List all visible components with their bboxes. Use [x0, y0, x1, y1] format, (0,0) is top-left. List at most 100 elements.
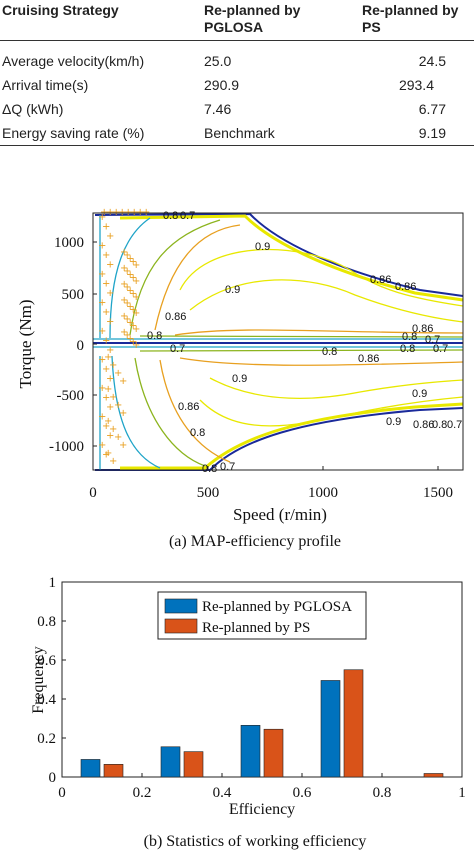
contour-label: 0.9	[232, 373, 247, 385]
y-tick-label: 1	[49, 575, 57, 591]
operating-point-marker: +	[98, 326, 106, 337]
contour-line-yellow-outer	[119, 214, 464, 302]
y-tick-label: 0.4	[37, 692, 56, 708]
contour-line-zero-green-2	[139, 349, 464, 352]
bar-pglosa	[320, 680, 341, 778]
bar-pglosa	[160, 746, 181, 778]
operating-point-marker: +	[126, 285, 134, 296]
operating-point-marker: +	[106, 402, 114, 413]
operating-point-marker: +	[98, 383, 106, 394]
contour-label: 0.9	[412, 388, 427, 400]
operating-point-marker: +	[129, 337, 137, 348]
operating-point-marker: +	[98, 241, 106, 252]
table-cell: 293.4	[398, 77, 434, 93]
y-tick-label: 0	[77, 338, 85, 354]
operating-point-marker: +	[120, 311, 128, 322]
contour-label: 0.8	[163, 210, 178, 222]
operating-point-marker: +	[132, 276, 140, 287]
operating-point-marker: +	[119, 376, 127, 387]
contour-line-0.9-lower	[199, 396, 464, 427]
operating-point-marker: +	[126, 333, 134, 344]
y-tick-label: 0.2	[37, 731, 56, 747]
legend: Re-planned by PGLOSA Re-planned by PS	[157, 591, 367, 640]
operating-point-marker: +	[109, 360, 117, 371]
x-tick-label: 0.6	[293, 785, 312, 801]
bar-ps	[263, 728, 284, 778]
operating-point-marker: +	[106, 231, 114, 242]
operating-point-marker: +	[129, 321, 137, 332]
operating-point-marker: +	[98, 355, 106, 366]
operating-point-marker: +	[119, 408, 127, 419]
y-axis-label: Torque (Nm)	[16, 300, 35, 389]
contour-line-0.9-inner-upper	[189, 279, 464, 323]
y-tick-label: 0.8	[37, 614, 56, 630]
contour-line-0.86-upper	[154, 224, 241, 331]
x-tick-label: 0.2	[133, 785, 152, 801]
y-tick-label: 0.6	[37, 653, 56, 669]
contour-label: 0.86	[413, 419, 434, 431]
contour-label: 0.7	[425, 334, 440, 346]
bar-ps	[103, 764, 124, 778]
x-axis-label: Speed (r/min)	[233, 505, 327, 524]
operating-point-marker: +	[120, 327, 128, 338]
table-cell: Benchmark	[204, 121, 362, 146]
table-cell: 290.9	[204, 77, 240, 93]
contour-label: 0.86	[370, 274, 391, 286]
operating-point-marker: +	[106, 260, 114, 271]
x-tick-label: 1000	[308, 485, 338, 501]
operating-point-marker: +	[123, 250, 131, 261]
operating-point-marker: +	[114, 368, 122, 379]
operating-point-marker: +	[98, 212, 106, 223]
contour-label: 0.9	[255, 241, 270, 253]
axis-ticks: 0 0.2 0.4 0.6 0.8 1 0 0.2 0.4 0.6 0.8 1	[37, 575, 466, 801]
contour-line-0.9-inner-lower	[209, 377, 464, 399]
contour-label: 0.86	[412, 323, 433, 335]
contour-label: 0.7	[180, 210, 195, 222]
contour-label: 0.7	[433, 343, 448, 355]
y-tick-label: -500	[57, 388, 85, 404]
operating-point-marker: +	[114, 400, 122, 411]
operating-point-marker: +	[98, 412, 106, 423]
bar-ps	[343, 669, 364, 778]
bar-ps	[423, 773, 444, 778]
x-tick-label: 1500	[423, 485, 453, 501]
table-cell: Average velocity(km/h)	[2, 53, 145, 69]
x-tick-label: 500	[197, 485, 220, 501]
operating-point-marker: +	[106, 288, 114, 299]
operating-point-marker: +	[129, 273, 137, 284]
table-row: Average velocity(km/h) 25.0 24.5	[0, 49, 474, 73]
x-tick-label: 0	[89, 485, 97, 501]
y-tick-label: -1000	[49, 439, 84, 455]
x-tick-label: 0.8	[373, 785, 392, 801]
contour-line-0.86-upper-2	[174, 329, 464, 336]
x-tick-label: 1	[458, 785, 466, 801]
table-cell: Arrival time(s)	[2, 77, 89, 93]
operating-point-marker: +	[123, 282, 131, 293]
operating-point-marker: +	[104, 384, 112, 395]
operating-point-marker: +	[109, 392, 117, 403]
operating-point-marker: +	[132, 292, 140, 303]
contour-line-zero-green	[139, 335, 464, 338]
contour-label: 0.86	[395, 281, 416, 293]
operating-point-marker: +	[126, 301, 134, 312]
contour-label: 0.8	[322, 346, 337, 358]
contour-line-0.8-upper	[129, 219, 221, 336]
contour-label: 0.7	[170, 343, 185, 355]
contour-label: 0.8	[190, 427, 205, 439]
operating-point-marker: +	[120, 263, 128, 274]
contour-line-yellow-outer-lower	[120, 402, 464, 470]
operating-point-marker: +	[123, 298, 131, 309]
bar-pglosa	[240, 725, 261, 778]
contour-label: 0.9	[386, 416, 401, 428]
contour-line-outer-lower	[95, 407, 464, 471]
operating-point-marker: +	[123, 314, 131, 325]
comparison-table: Cruising Strategy Re-planned by PGLOSA R…	[0, 0, 474, 146]
operating-point-marker: +	[132, 340, 140, 351]
operating-point-marker: +	[126, 253, 134, 264]
table-row: Arrival time(s) 290.9 293.4	[0, 73, 474, 97]
operating-point-marker: +	[102, 250, 110, 261]
operating-point-marker: +	[129, 257, 137, 268]
operating-point-marker: +	[114, 432, 122, 443]
contour-label: 0.8	[432, 419, 447, 431]
contour-label: 0.9	[225, 284, 240, 296]
